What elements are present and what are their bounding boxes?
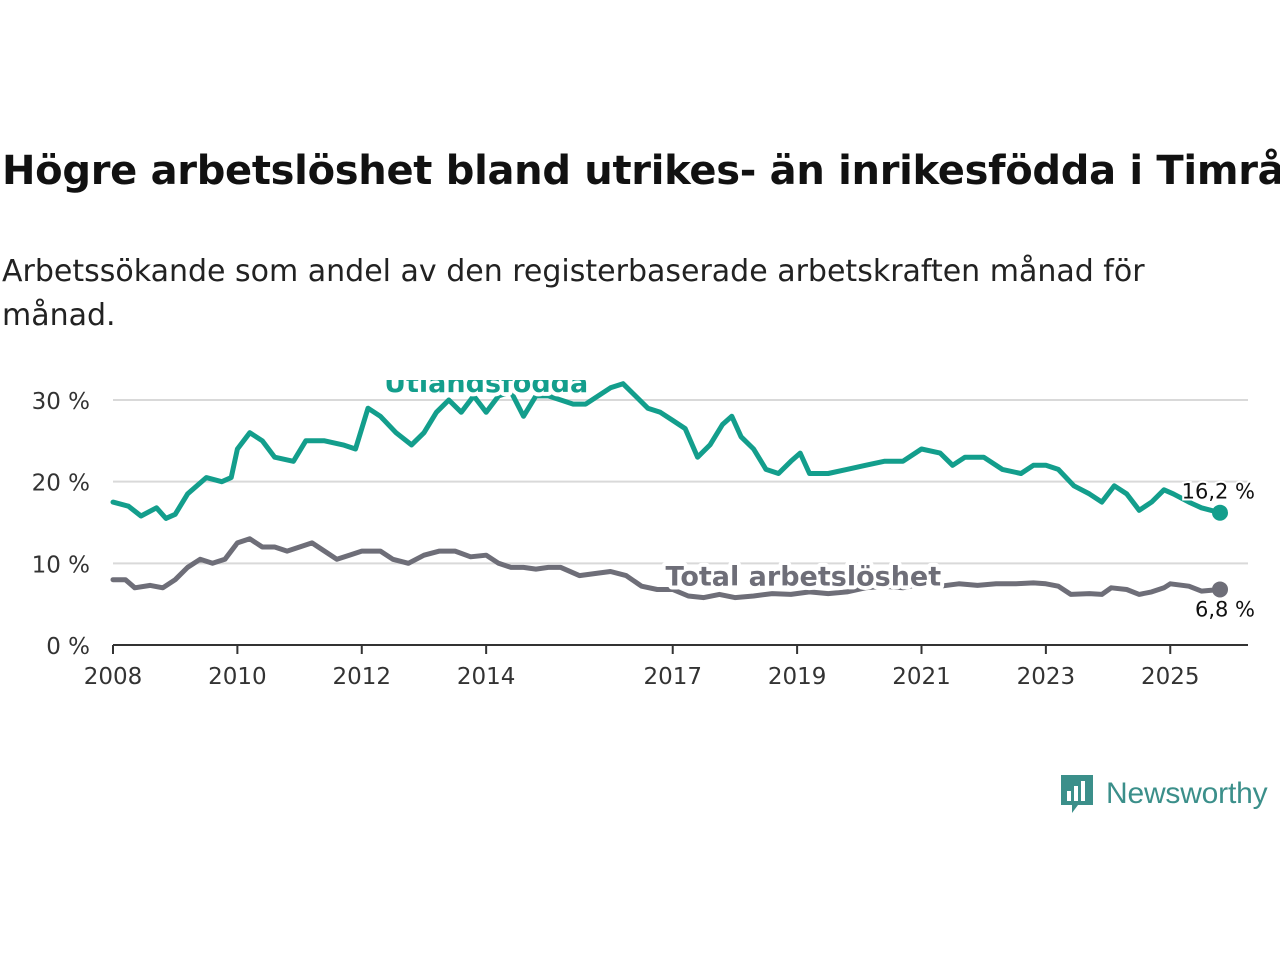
gridlines: [113, 399, 1248, 565]
series-end-value-label: 6,8 %: [1195, 597, 1255, 621]
series: [110, 381, 1229, 601]
x-tick-label: 2021: [892, 664, 951, 690]
series-labels: 16,2 % 6,8 % Utlandsfödda Total arbetslöshe…: [380, 380, 1257, 623]
x-tick-label: 2012: [332, 664, 391, 690]
x-tick-label: 2023: [1017, 664, 1076, 690]
y-tick-label: 10 %: [32, 552, 90, 578]
series-name-label: Total arbetslöshet: [666, 561, 942, 592]
line-chart: 0 % 10 % 20 % 30 % 2008 2010 2012 2014 2017 2019…: [32, 380, 1257, 690]
brand-logo[interactable]: Newsworthy: [1058, 772, 1268, 816]
y-axis: 0 % 10 % 20 % 30 %: [32, 389, 90, 660]
x-axis: 2008 2010 2012 2014 2017 2019 2021 2023 2025: [84, 644, 1248, 690]
newsworthy-logo-icon: [1061, 775, 1093, 813]
chart-title: Högre arbetslöshet bland utrikes- än inr…: [2, 148, 1280, 194]
series-end-point: [1212, 504, 1229, 521]
series-name-label: Utlandsfödda: [384, 380, 588, 399]
x-tick-label: 2019: [768, 664, 827, 690]
x-tick-label: 2014: [457, 664, 516, 690]
brand-name: Newsworthy: [1106, 777, 1268, 810]
x-tick-label: 2017: [643, 664, 702, 690]
series-line: [110, 381, 1223, 521]
x-tick-label: 2008: [84, 664, 143, 690]
series-end-value-label: 16,2 %: [1182, 480, 1255, 504]
chart-subtitle: Arbetssökande som andel av den registerb…: [2, 254, 1145, 333]
series-end-point: [1212, 581, 1229, 598]
x-tick-label: 2025: [1141, 664, 1200, 690]
series-line: [110, 536, 1223, 601]
x-tick-label: 2010: [208, 664, 267, 690]
y-tick-label: 20 %: [32, 471, 90, 497]
y-tick-label: 30 %: [32, 389, 90, 415]
y-tick-label: 0 %: [46, 634, 90, 660]
